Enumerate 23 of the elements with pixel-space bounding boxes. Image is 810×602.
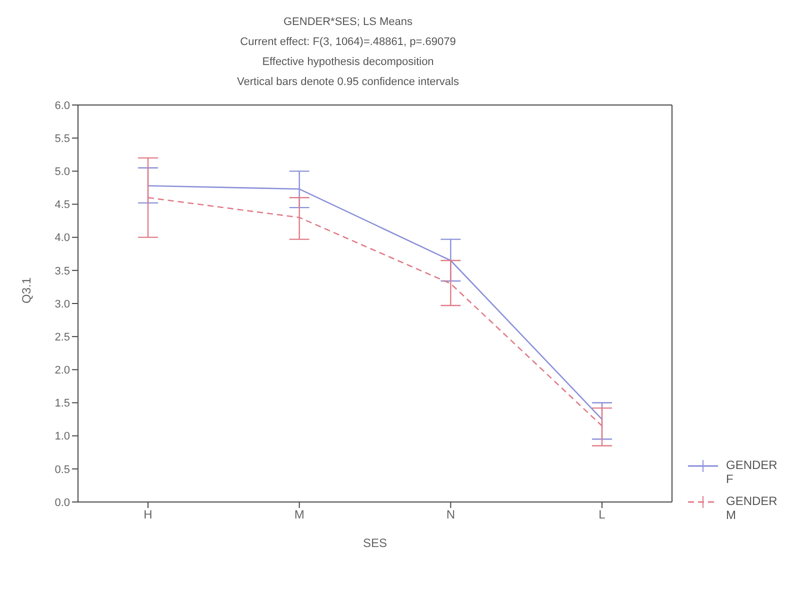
x-tick-label: H [144, 508, 152, 522]
y-tick-label: 3.5 [54, 265, 70, 278]
y-tick-label: 4.0 [54, 232, 70, 244]
y-tick-label: 2.5 [54, 331, 70, 344]
y-tick-label: 3.0 [54, 298, 70, 310]
legend-label: GENDER F [726, 458, 778, 486]
y-axis-title: Q3.1 [19, 277, 34, 304]
x-axis-title: SES [362, 536, 388, 550]
y-tick-label: 1.5 [54, 398, 70, 410]
y-tick-label: 1.0 [54, 430, 70, 443]
y-tick-label: 6.0 [54, 100, 70, 112]
x-tick-label: L [598, 508, 606, 522]
chart-subtitle: Current effect: F(3, 1064)=.48861, p=.69079 Effective hypothesis decomposition Vertical bars denote 0.95 confidence intervals [236, 35, 460, 90]
y-tick-label: 0.0 [54, 496, 70, 509]
legend-label: GENDER M [726, 494, 778, 522]
y-tick-label: 2.0 [54, 364, 70, 377]
y-tick-label: 0.5 [54, 464, 70, 476]
x-tick-label: N [446, 508, 456, 522]
y-tick-label: 4.5 [54, 199, 70, 212]
y-tick-label: 5.5 [54, 132, 70, 145]
chart-title: GENDER*SES; LS Means [282, 15, 414, 30]
x-tick-label: M [294, 508, 304, 522]
y-tick-label: 5.0 [54, 166, 70, 178]
